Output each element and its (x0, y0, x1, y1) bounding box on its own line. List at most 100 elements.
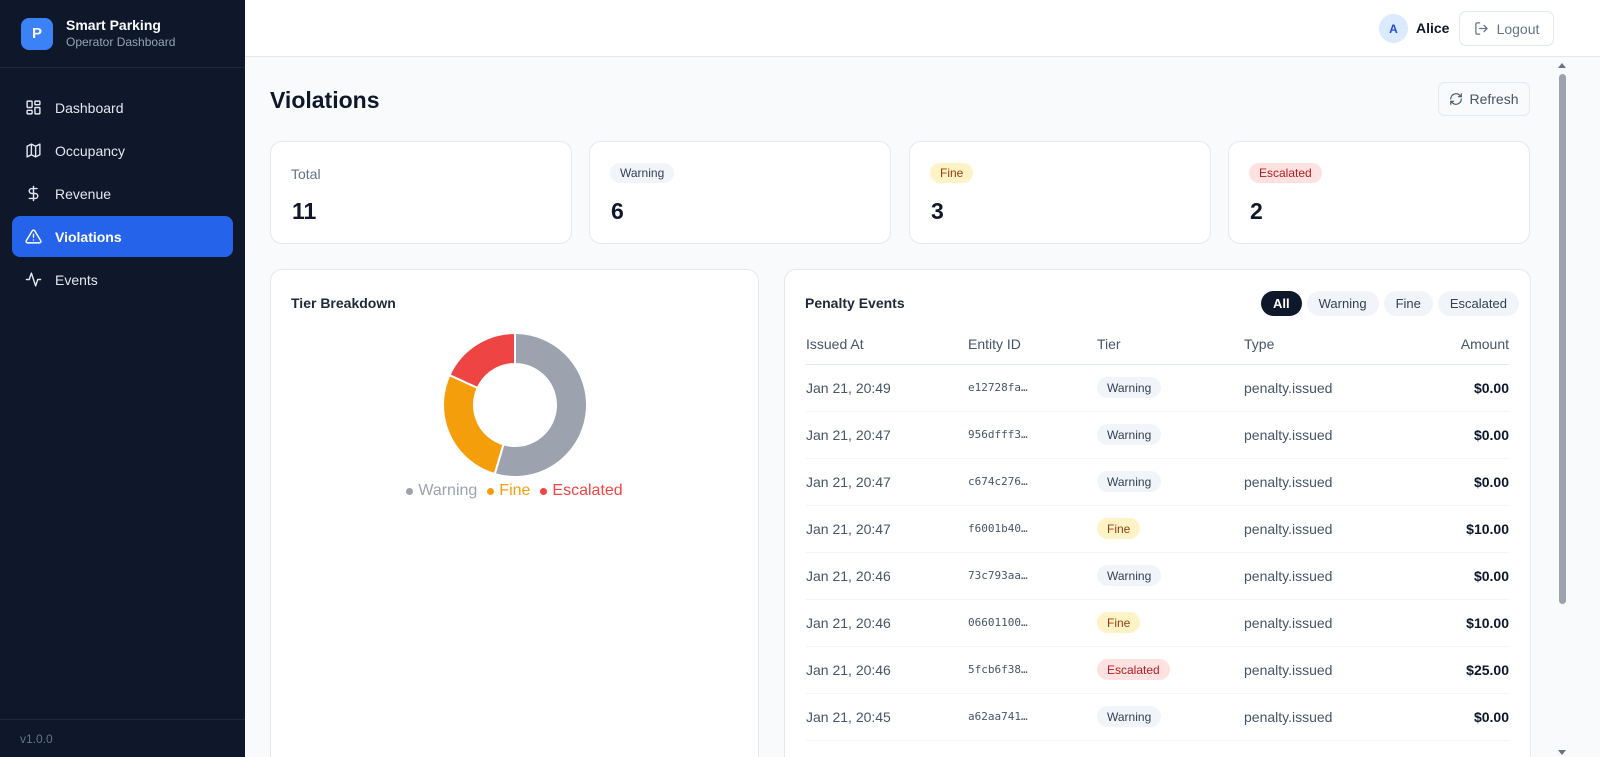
amount-cell: $0.00 (1404, 552, 1509, 600)
table-row[interactable]: Jan 21, 20:46 5fcb6f38… Escalated penalty.i… (806, 646, 1509, 694)
column-header-issued-at[interactable]: Issued At (806, 327, 968, 365)
legend-item-escalated[interactable]: Escalated (540, 482, 623, 500)
scroll-up-arrow[interactable] (1558, 63, 1566, 68)
amount-cell: $25.00 (1404, 646, 1509, 694)
version-label: v1.0.0 (0, 719, 245, 757)
tier-cell: Warning (1097, 458, 1244, 506)
amount-cell: $10.00 (1404, 505, 1509, 553)
brand-name: Smart Parking (66, 17, 161, 33)
column-header-tier[interactable]: Tier (1097, 327, 1244, 365)
logout-button[interactable]: Logout (1459, 11, 1554, 46)
donut-slice-warning[interactable] (493, 332, 588, 478)
entity-id-cell: f6001b40… (968, 505, 1097, 553)
tier-cell: Warning (1097, 364, 1244, 412)
type-cell: penalty.issued (1244, 458, 1404, 506)
map-icon (26, 143, 41, 158)
scroll-down-arrow[interactable] (1558, 750, 1566, 755)
tier-cell: Fine (1097, 599, 1244, 647)
legend-label: Escalated (552, 482, 623, 499)
tier-cell: Escalated (1097, 646, 1244, 694)
issued-at-cell: Jan 21, 20:45 (806, 693, 968, 741)
status-badge: Warning (610, 163, 675, 183)
filter-fine[interactable]: Fine (1383, 291, 1433, 316)
filter-warning[interactable]: Warning (1306, 291, 1379, 316)
amount-cell: $10.00 (1404, 599, 1509, 647)
legend-dot (540, 487, 548, 495)
table-row[interactable]: Jan 21, 20:47 f6001b40… Fine penalty.issued… (806, 505, 1509, 553)
refresh-button[interactable]: Refresh (1438, 82, 1530, 116)
donut-slice-escalated[interactable] (448, 332, 516, 390)
column-header-type[interactable]: Type (1244, 327, 1404, 365)
tier-badge: Fine (1097, 518, 1141, 539)
type-cell: penalty.issued (1244, 505, 1404, 553)
entity-id-cell: 5fcb6f38… (968, 646, 1097, 694)
sidebar-item-events[interactable]: Events (12, 259, 233, 300)
donut-slice-fine[interactable] (442, 373, 505, 476)
column-header-entity-id[interactable]: Entity ID (968, 327, 1097, 365)
stat-value: 3 (931, 198, 944, 224)
avatar[interactable]: A (1379, 14, 1408, 43)
tier-badge: Warning (1097, 424, 1162, 445)
sidebar-item-label: Revenue (55, 185, 112, 202)
table-row[interactable]: Jan 21, 20:45 a62aa741… Warning penalty.iss… (806, 693, 1509, 741)
tier-badge: Warning (1097, 377, 1162, 398)
penalty-events-card: Penalty Events All Warning Fine Escalate… (784, 269, 1531, 757)
stat-value: 2 (1250, 198, 1263, 224)
refresh-label: Refresh (1469, 91, 1519, 107)
legend-dot (406, 487, 414, 495)
issued-at-cell: Jan 21, 20:47 (806, 505, 968, 553)
issued-at-cell: Jan 21, 20:46 (806, 646, 968, 694)
table-row[interactable]: Jan 21, 20:46 73c793aa… Warning penalty.iss… (806, 552, 1509, 600)
legend-item-warning[interactable]: Warning (406, 482, 477, 500)
sidebar-item-label: Dashboard (55, 99, 124, 116)
page-title: Violations (270, 87, 380, 113)
tier-cell: Fine (1097, 505, 1244, 553)
tier-badge: Fine (1097, 612, 1141, 633)
scrollbar-thumb[interactable] (1559, 74, 1566, 604)
table-row[interactable]: Jan 21, 20:49 e12728fa… Warning penalty.iss… (806, 364, 1509, 412)
warning-triangle-icon (25, 229, 42, 244)
sidebar: P Smart Parking Operator Dashboard Dashb… (0, 0, 245, 757)
brand: P Smart Parking Operator Dashboard (0, 0, 245, 68)
issued-at-cell: Jan 21, 20:47 (806, 411, 968, 459)
brand-subtitle: Operator Dashboard (66, 35, 176, 49)
tier-cell: Warning (1097, 411, 1244, 459)
issued-at-cell: Jan 21, 20:47 (806, 458, 968, 506)
column-header-amount[interactable]: Amount (1404, 327, 1509, 365)
stat-card-escalated: Escalated 2 (1228, 141, 1530, 244)
sidebar-item-revenue[interactable]: Revenue (12, 173, 233, 214)
sidebar-item-occupancy[interactable]: Occupancy (12, 130, 233, 171)
tier-breakdown-title: Tier Breakdown (291, 295, 396, 311)
issued-at-cell: Jan 21, 20:46 (806, 552, 968, 600)
sidebar-item-label: Occupancy (55, 142, 126, 159)
refresh-icon (1450, 93, 1463, 105)
tier-cell: Warning (1097, 552, 1244, 600)
stat-value: 11 (292, 198, 317, 224)
sidebar-item-label: Violations (55, 228, 122, 245)
status-badge: Escalated (1249, 163, 1322, 183)
filter-escalated[interactable]: Escalated (1437, 291, 1519, 316)
tier-badge: Warning (1097, 706, 1162, 727)
sidebar-item-dashboard[interactable]: Dashboard (12, 87, 233, 128)
tier-badge: Warning (1097, 471, 1162, 492)
table-row[interactable]: Jan 21, 20:46 06601100… Fine penalty.issued… (806, 599, 1509, 647)
page-scrollbar[interactable] (1555, 57, 1570, 757)
table-row[interactable]: Jan 21, 20:47 c674c276… Warning penalty.iss… (806, 458, 1509, 506)
sidebar-item-label: Events (55, 271, 98, 288)
table-row[interactable]: Jan 21, 20:47 956dfff3… Warning penalty.iss… (806, 411, 1509, 459)
filter-all[interactable]: All (1261, 291, 1302, 316)
main-content: Violations Refresh Total 11 Warning 6 Fi… (245, 57, 1555, 757)
entity-id-cell: a62aa741… (968, 693, 1097, 741)
tier-breakdown-card: Tier Breakdown Warning Fine Escalated (270, 269, 759, 757)
legend-label: Warning (418, 482, 478, 499)
type-cell: penalty.issued (1244, 693, 1404, 741)
logout-icon (1474, 22, 1488, 35)
table-header-row: Issued At Entity ID Tier Type Amount (806, 327, 1509, 365)
legend-item-fine[interactable]: Fine (487, 482, 530, 500)
logout-label: Logout (1496, 20, 1540, 37)
chart-legend: Warning Fine Escalated (271, 482, 758, 500)
entity-id-cell: e12728fa… (968, 364, 1097, 412)
type-cell: penalty.issued (1244, 552, 1404, 600)
stat-label: Total (291, 166, 321, 182)
sidebar-item-violations[interactable]: Violations (12, 216, 233, 257)
